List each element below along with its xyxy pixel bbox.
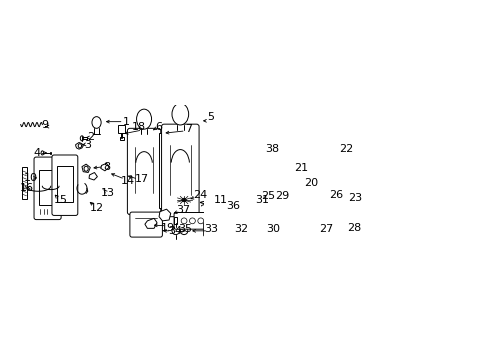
Text: 11: 11	[213, 195, 227, 205]
Ellipse shape	[78, 144, 81, 148]
Text: 8: 8	[103, 162, 110, 172]
FancyBboxPatch shape	[203, 222, 222, 236]
Text: 15: 15	[54, 195, 68, 205]
Polygon shape	[290, 143, 312, 150]
Ellipse shape	[189, 218, 195, 224]
Bar	[288, 167, 322, 191]
Text: 13: 13	[101, 188, 115, 198]
Ellipse shape	[136, 109, 151, 129]
Text: 34: 34	[167, 226, 182, 236]
Text: 35: 35	[178, 224, 191, 234]
FancyBboxPatch shape	[161, 124, 199, 217]
Polygon shape	[144, 219, 157, 228]
Bar	[232, 224, 252, 240]
Text: 22: 22	[338, 144, 352, 154]
Text: 5: 5	[207, 112, 214, 122]
Text: 36: 36	[226, 201, 240, 211]
Text: 26: 26	[328, 190, 343, 199]
Bar	[307, 196, 315, 203]
Bar	[57, 166, 73, 202]
FancyBboxPatch shape	[174, 212, 223, 229]
Bar	[233, 192, 291, 220]
Text: 6: 6	[155, 122, 162, 132]
Ellipse shape	[283, 204, 287, 208]
Text: 25: 25	[261, 191, 275, 201]
Ellipse shape	[182, 198, 186, 202]
Ellipse shape	[237, 204, 241, 208]
Polygon shape	[76, 143, 83, 149]
Text: 24: 24	[192, 190, 206, 199]
Ellipse shape	[198, 218, 203, 224]
FancyBboxPatch shape	[34, 157, 61, 220]
Polygon shape	[322, 160, 328, 191]
Text: 2: 2	[86, 132, 94, 143]
Text: 3: 3	[84, 140, 91, 149]
Text: 10: 10	[23, 173, 38, 183]
Ellipse shape	[181, 218, 186, 224]
Text: 29: 29	[274, 191, 288, 201]
Text: 19: 19	[160, 223, 174, 233]
Polygon shape	[304, 228, 313, 236]
Ellipse shape	[206, 218, 212, 224]
Polygon shape	[89, 172, 97, 180]
Polygon shape	[303, 192, 320, 214]
Bar	[118, 125, 124, 133]
Ellipse shape	[180, 227, 187, 235]
Polygon shape	[288, 160, 328, 167]
Text: 27: 27	[319, 224, 333, 234]
Text: 30: 30	[266, 224, 280, 234]
Text: 37: 37	[176, 205, 190, 215]
Bar	[159, 133, 163, 207]
Text: 18: 18	[132, 122, 146, 132]
Text: 33: 33	[204, 224, 218, 234]
Polygon shape	[159, 209, 170, 221]
FancyBboxPatch shape	[127, 128, 161, 215]
Text: 12: 12	[90, 203, 104, 213]
Text: 4: 4	[34, 148, 41, 158]
Ellipse shape	[41, 151, 43, 155]
Polygon shape	[101, 163, 109, 171]
Bar	[173, 217, 177, 224]
Text: 17: 17	[134, 174, 148, 184]
FancyBboxPatch shape	[130, 212, 162, 237]
Bar	[22, 167, 26, 199]
Ellipse shape	[172, 103, 188, 125]
Text: 20: 20	[304, 178, 318, 188]
FancyBboxPatch shape	[52, 155, 78, 215]
Text: 31: 31	[255, 195, 269, 205]
Ellipse shape	[80, 136, 83, 141]
Ellipse shape	[172, 227, 179, 235]
Text: 23: 23	[347, 193, 361, 203]
Polygon shape	[237, 196, 251, 208]
Text: 32: 32	[234, 224, 248, 234]
Polygon shape	[82, 164, 90, 172]
Bar	[220, 217, 224, 224]
Bar	[40, 170, 56, 205]
Text: 28: 28	[346, 223, 361, 233]
Text: 9: 9	[41, 120, 48, 130]
Polygon shape	[287, 193, 304, 209]
Text: 1: 1	[123, 117, 130, 127]
Bar	[236, 195, 288, 217]
Text: 14: 14	[121, 176, 135, 186]
Polygon shape	[276, 226, 298, 238]
Text: 38: 38	[265, 144, 279, 154]
Polygon shape	[280, 155, 313, 163]
Ellipse shape	[84, 166, 88, 171]
Polygon shape	[300, 225, 320, 239]
Text: 16: 16	[20, 183, 34, 193]
Bar	[120, 138, 124, 140]
Text: 7: 7	[185, 124, 192, 134]
Text: 21: 21	[294, 163, 308, 173]
